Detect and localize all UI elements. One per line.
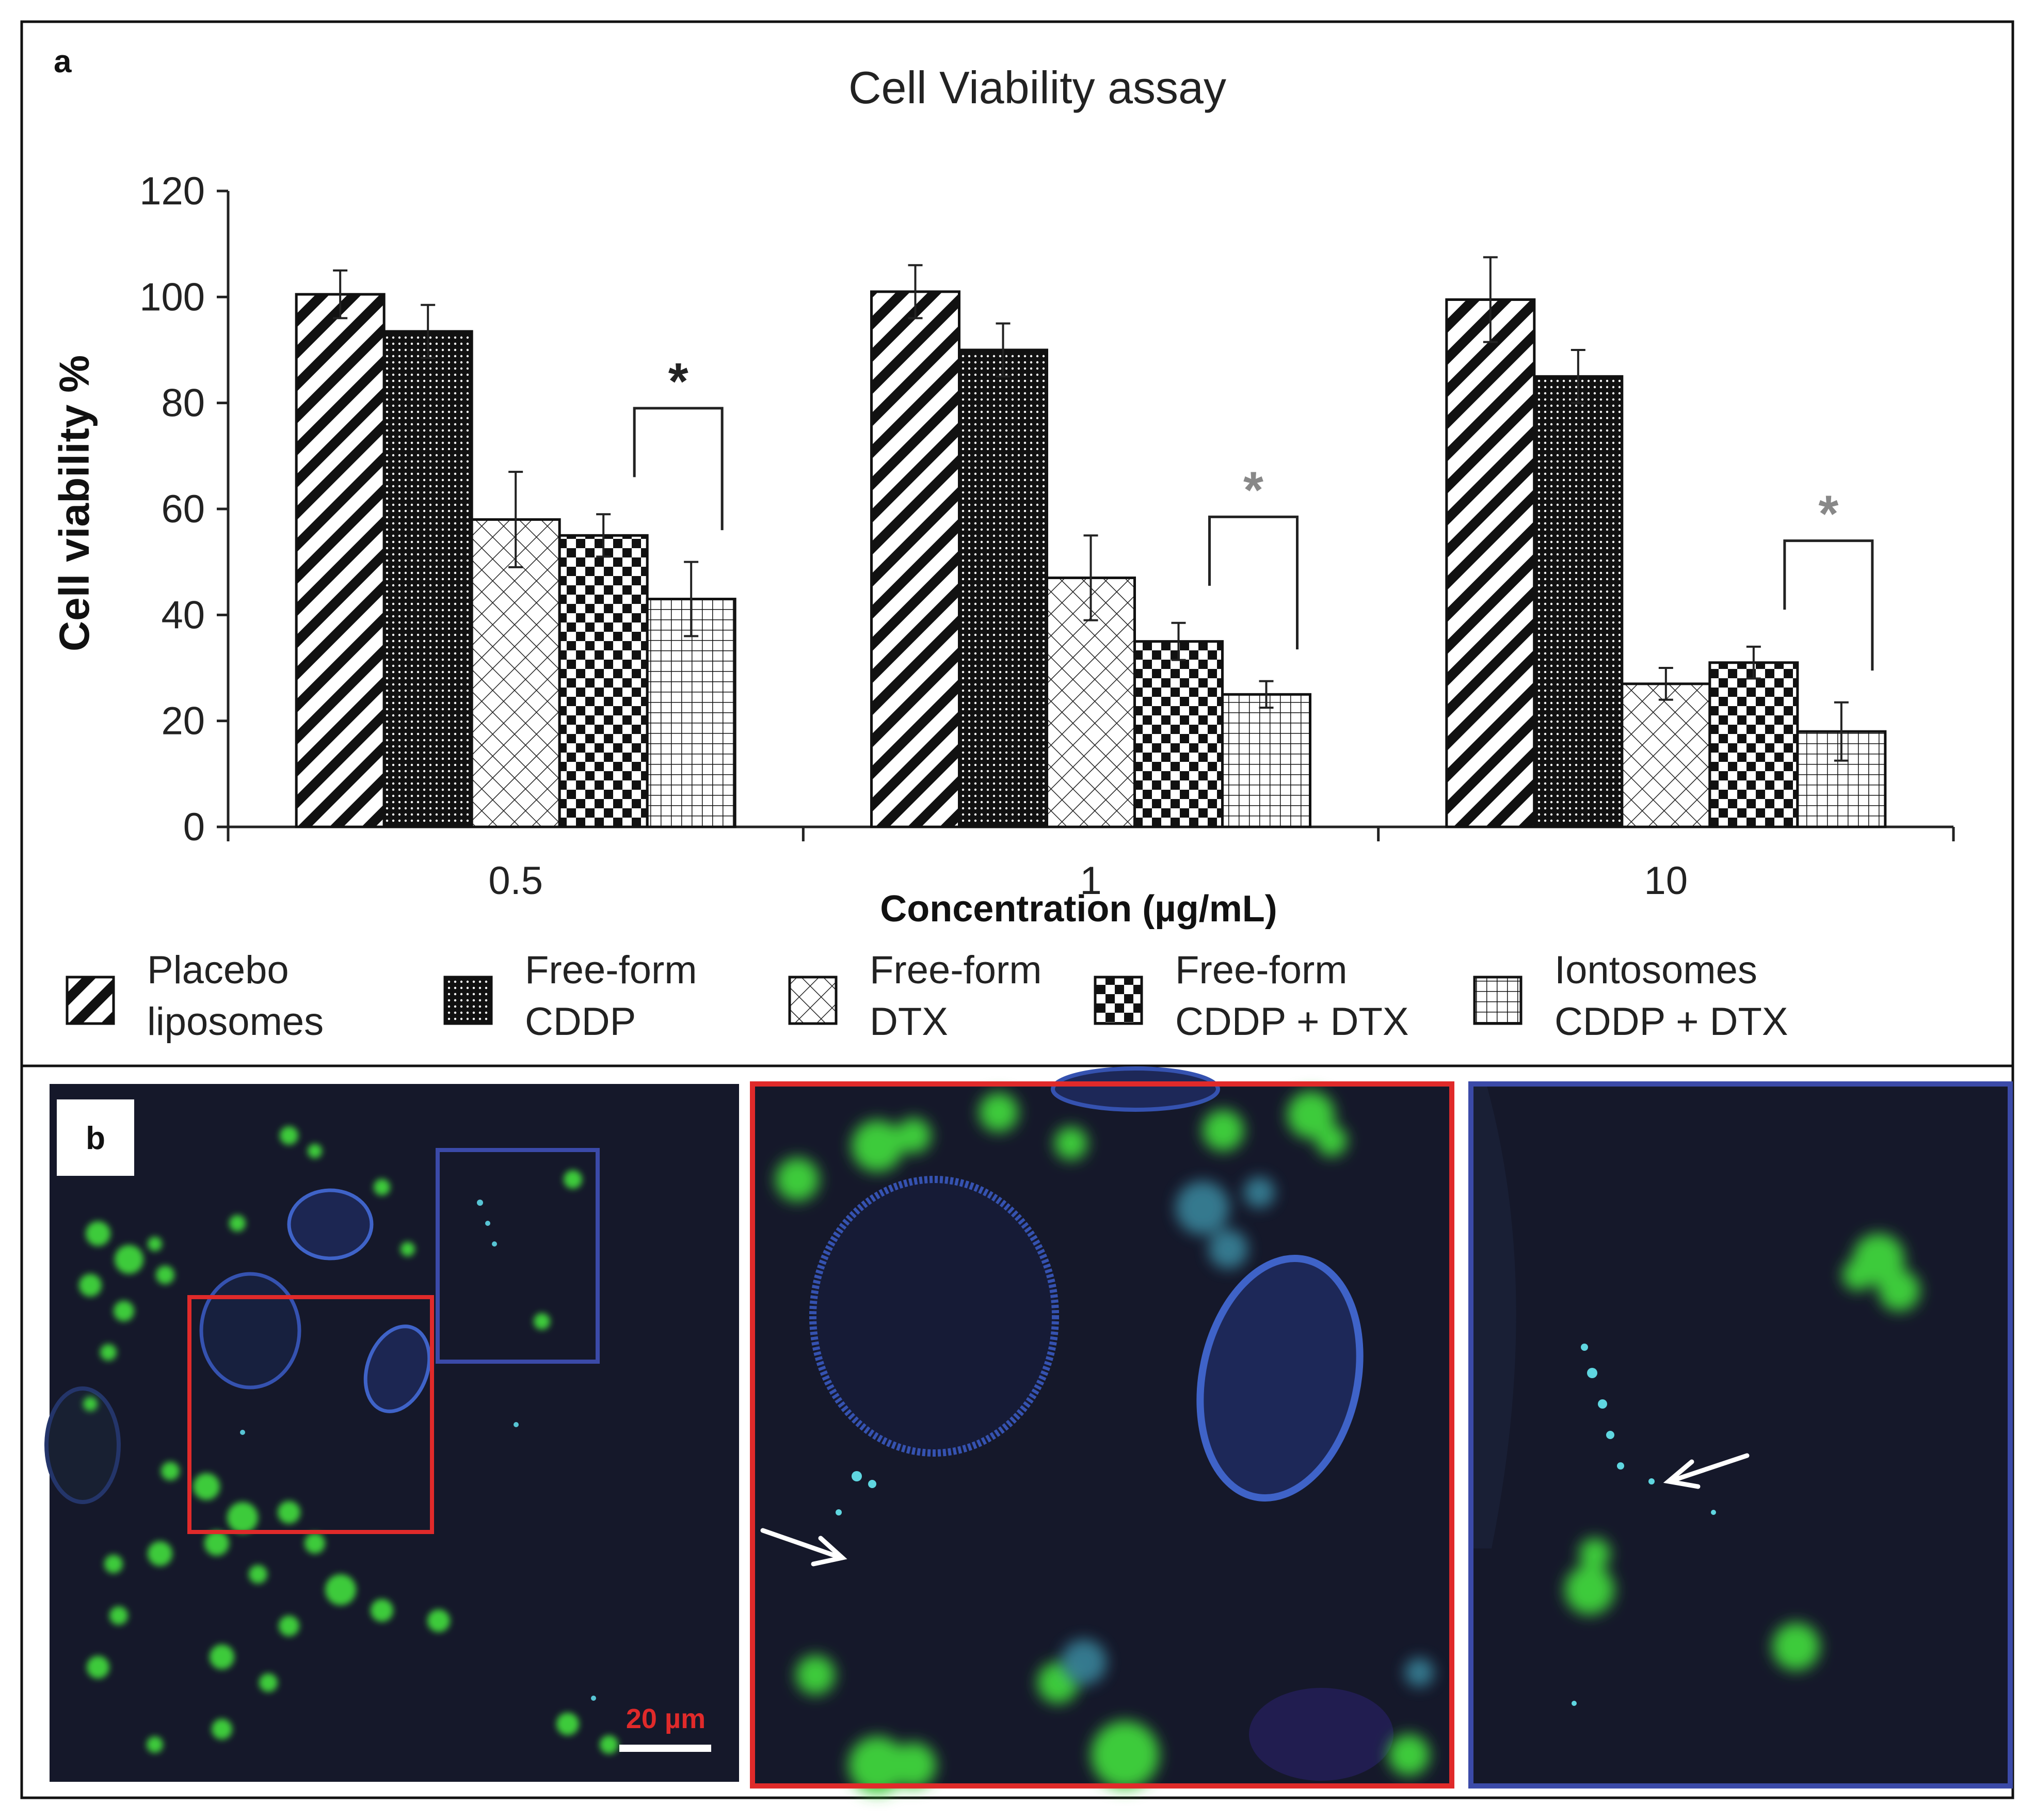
cell-outline bbox=[44, 1386, 121, 1504]
error-bar bbox=[1571, 349, 1585, 404]
scale-bar-label: 20 µm bbox=[626, 1703, 706, 1734]
legend-label: Placebo bbox=[147, 948, 289, 992]
green-particles bbox=[1565, 1234, 1920, 1670]
legend-swatch bbox=[443, 976, 493, 1025]
error-bar bbox=[684, 561, 699, 637]
error-bar bbox=[1171, 621, 1186, 661]
significance-markers: * * * bbox=[633, 353, 1874, 671]
cyan-dots bbox=[240, 1200, 596, 1701]
y-tick-label: 120 bbox=[139, 169, 205, 213]
y-axis-label: Cell viability % bbox=[51, 355, 98, 651]
micrograph-zoom-red bbox=[750, 1066, 1454, 1794]
legend-item: Iontosomes CDDP + DTX bbox=[1473, 948, 1788, 1044]
zoom-frame-red bbox=[750, 1081, 1454, 1789]
nucleus bbox=[287, 1188, 374, 1260]
legend-item: Free-form DTX bbox=[788, 948, 1042, 1044]
bar bbox=[1221, 693, 1311, 828]
significance-star: * bbox=[1818, 485, 1838, 543]
bar bbox=[558, 534, 649, 828]
error-bar bbox=[1083, 534, 1098, 621]
legend-swatch bbox=[788, 976, 838, 1025]
y-tick-label: 80 bbox=[161, 381, 205, 425]
y-tick-label: 100 bbox=[139, 275, 205, 319]
legend-label: liposomes bbox=[147, 1000, 324, 1044]
cyan-dots bbox=[836, 1471, 876, 1515]
micrograph-overview: b 20 µm bbox=[44, 1084, 739, 1782]
bar bbox=[1533, 375, 1624, 828]
legend-label: Free-form bbox=[870, 948, 1042, 992]
significance-bracket bbox=[1208, 515, 1299, 650]
x-axis-label: Concentration (µg/mL) bbox=[880, 888, 1277, 930]
panel-b-letter-box bbox=[57, 1099, 134, 1176]
error-bars bbox=[333, 256, 1849, 762]
legend-item: Free-form CDDP bbox=[443, 948, 697, 1044]
legend-label: CDDP + DTX bbox=[1555, 1000, 1788, 1044]
error-bar bbox=[333, 269, 348, 320]
y-tick-label: 60 bbox=[161, 487, 205, 531]
error-bar bbox=[908, 264, 923, 320]
legend-label: CDDP + DTX bbox=[1175, 1000, 1409, 1044]
x-tick-label: 10 bbox=[1644, 859, 1688, 903]
x-tick-label: 1 bbox=[1080, 859, 1101, 903]
error-bar bbox=[508, 471, 523, 568]
cyan-dots bbox=[1572, 1344, 1716, 1706]
legend-item: Placebo liposomes bbox=[66, 948, 324, 1044]
error-bar bbox=[1483, 256, 1498, 343]
error-bar bbox=[1658, 667, 1673, 701]
arrow bbox=[760, 1528, 847, 1567]
chart-title: Cell Viability assay bbox=[848, 62, 1226, 113]
panel-b: b 20 µm bbox=[20, 1064, 2014, 1799]
panel-a-letter: a bbox=[54, 44, 72, 79]
error-bar bbox=[421, 304, 436, 359]
nucleus bbox=[809, 1176, 1059, 1457]
bar bbox=[1621, 682, 1711, 828]
bars bbox=[295, 290, 1887, 828]
legend-label: Iontosomes bbox=[1555, 948, 1757, 992]
significance-bracket bbox=[1783, 539, 1874, 671]
legend-item: Free-form CDDP + DTX bbox=[1094, 948, 1409, 1044]
legend-label: CDDP bbox=[525, 1000, 636, 1044]
panel-b-letter: b bbox=[86, 1121, 105, 1156]
zoom-frame-blue bbox=[1468, 1081, 2013, 1789]
error-bar bbox=[996, 322, 1011, 378]
bar bbox=[958, 348, 1048, 828]
significance-star: * bbox=[668, 353, 688, 410]
significance-bracket bbox=[633, 407, 724, 531]
zoom-box-blue bbox=[436, 1148, 600, 1364]
micrograph-zoom-blue bbox=[1468, 1081, 2013, 1789]
error-bar bbox=[1746, 645, 1761, 680]
bar bbox=[870, 290, 960, 828]
green-particles bbox=[79, 1126, 618, 1754]
green-particles bbox=[776, 1091, 1430, 1794]
legend-swatch bbox=[1473, 976, 1523, 1025]
legend: Placebo liposomes Free-form CDDP Free-form DT… bbox=[66, 948, 1788, 1044]
bar bbox=[1708, 661, 1799, 828]
arrow bbox=[1663, 1453, 1750, 1489]
nucleus bbox=[363, 1324, 431, 1413]
bar bbox=[382, 330, 473, 828]
y-tick-label: 40 bbox=[161, 593, 205, 637]
y-tick-label: 0 bbox=[183, 805, 205, 849]
legend-swatch bbox=[1094, 976, 1143, 1025]
nucleus bbox=[1196, 1255, 1364, 1502]
zoom-box-red bbox=[187, 1295, 434, 1534]
legend-swatch bbox=[66, 976, 115, 1025]
significance-star: * bbox=[1243, 461, 1263, 519]
error-bar bbox=[596, 513, 611, 558]
legend-label: Free-form bbox=[1175, 948, 1348, 992]
x-tick-label: 0.5 bbox=[488, 859, 543, 903]
legend-label: DTX bbox=[870, 1000, 948, 1044]
error-bar bbox=[1834, 701, 1849, 762]
nucleus bbox=[199, 1272, 301, 1390]
y-axis: 0 20 40 60 80 100 120 bbox=[139, 169, 230, 849]
legend-label: Free-form bbox=[525, 948, 697, 992]
bar bbox=[295, 293, 386, 828]
y-tick-label: 20 bbox=[161, 699, 205, 743]
scale-bar bbox=[619, 1745, 711, 1752]
bar bbox=[1133, 640, 1224, 828]
bar bbox=[1445, 298, 1536, 828]
error-bar bbox=[1259, 680, 1274, 709]
panel-a: a Cell Viability assay Cell viability % … bbox=[20, 20, 2014, 1067]
